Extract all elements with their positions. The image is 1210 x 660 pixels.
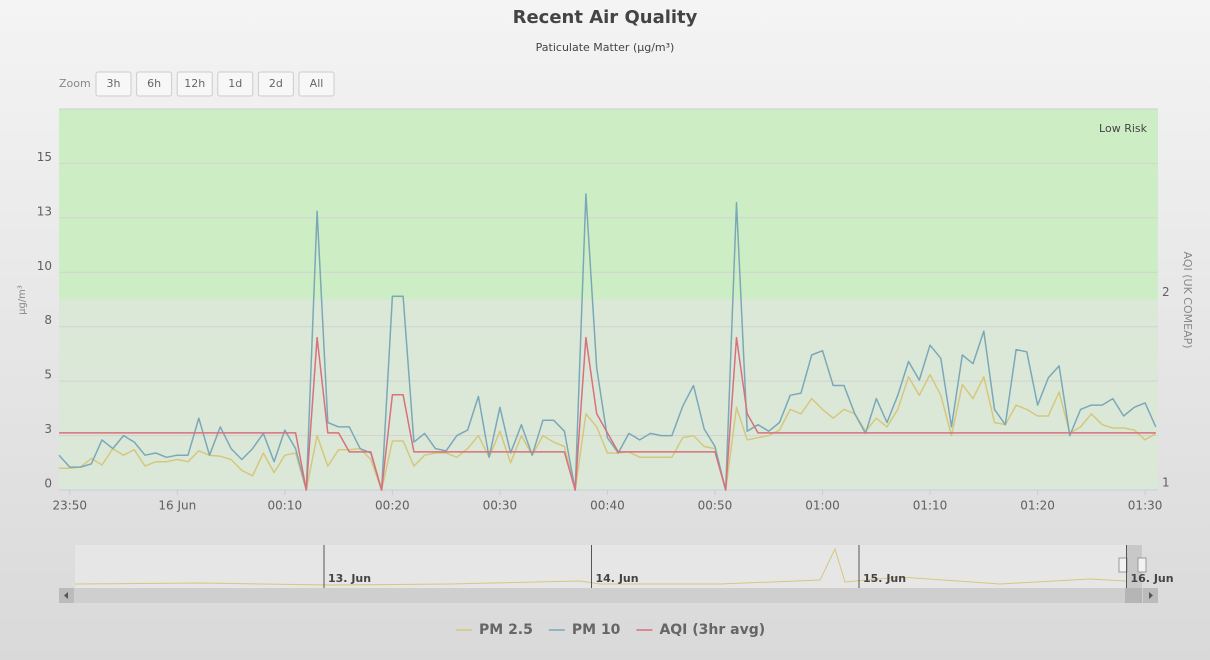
y-tick-label: 0 <box>44 477 52 491</box>
y-tick-label: 13 <box>37 204 52 218</box>
button-label: 3h <box>107 77 121 90</box>
y-axis-title: µg/m³ <box>17 285 28 315</box>
series-line <box>59 336 1156 491</box>
navigator-label: 14. Jun <box>596 572 639 585</box>
navigator-line <box>74 547 1143 586</box>
zoom-button[interactable]: 3h <box>95 71 132 97</box>
y-tick-label: 8 <box>44 313 52 327</box>
button-label: All <box>310 77 324 90</box>
y2-axis-title: AQI (UK COMEAP) <box>1181 251 1194 348</box>
legend-item[interactable]: PM 10 <box>548 622 621 638</box>
button-box <box>257 71 294 97</box>
navigator-label: 13. Jun <box>328 572 371 585</box>
zoom-button[interactable]: 6h <box>136 71 173 97</box>
zoom-label: Zoom <box>59 77 91 90</box>
x-tick-label: 23:50 <box>52 499 87 513</box>
y-tick-label: 10 <box>37 259 52 273</box>
scroll-thumb[interactable] <box>1125 588 1142 603</box>
x-tick-label: 00:10 <box>268 499 303 513</box>
chart-title: Recent Air Quality <box>513 7 698 28</box>
scrollbar[interactable] <box>59 588 1158 603</box>
x-tick-label: 00:40 <box>590 499 625 513</box>
button-label: 1d <box>228 77 242 90</box>
button-box <box>136 71 173 97</box>
y-tick-label: 5 <box>44 368 52 382</box>
button-label: 6h <box>147 77 161 90</box>
legend-label: PM 10 <box>572 622 621 638</box>
navigator-selection[interactable] <box>1126 545 1142 588</box>
navigator-handle[interactable] <box>1118 557 1128 573</box>
series-line <box>59 373 1157 491</box>
zoom-button[interactable]: 12h <box>176 71 213 97</box>
button-box <box>217 71 254 97</box>
x-tick-label: 00:20 <box>375 499 410 513</box>
button-box <box>176 71 213 97</box>
x-tick-label: 01:30 <box>1128 499 1163 513</box>
y-tick-label: 15 <box>37 150 52 164</box>
arrow-icon <box>64 592 68 599</box>
series-line <box>58 193 1157 491</box>
navigator-label: 15. Jun <box>863 572 906 585</box>
button-box <box>298 71 335 97</box>
x-tick-label: 16 Jun <box>158 499 196 513</box>
x-tick-label: 01:00 <box>805 499 840 513</box>
chart-subtitle: Paticulate Matter (µg/m³) <box>536 41 675 54</box>
button-label: 12h <box>184 77 205 90</box>
arrow-icon <box>1149 592 1153 599</box>
button-label: 2d <box>269 77 283 90</box>
x-tick-label: 00:50 <box>698 499 733 513</box>
legend-label: AQI (3hr avg) <box>659 622 765 638</box>
zoom-button[interactable]: 1d <box>217 71 254 97</box>
zoom-button[interactable]: All <box>298 71 335 97</box>
y2-tick-label: 2 <box>1162 285 1170 299</box>
button-box <box>95 71 132 97</box>
legend-item[interactable]: PM 2.5 <box>456 622 533 638</box>
legend-item[interactable]: AQI (3hr avg) <box>636 622 765 638</box>
x-tick-label: 01:10 <box>913 499 948 513</box>
y-tick-label: 3 <box>44 422 52 436</box>
navigator-label: 16. Jun <box>1131 572 1174 585</box>
zoom-button[interactable]: 2d <box>257 71 294 97</box>
plot-band-label: Low Risk <box>1099 122 1148 135</box>
navigator-handle[interactable] <box>1137 557 1147 573</box>
x-tick-label: 00:30 <box>483 499 518 513</box>
navigator-area <box>75 545 1142 588</box>
y2-tick-label: 1 <box>1162 476 1170 490</box>
x-tick-label: 01:20 <box>1020 499 1055 513</box>
plot-band <box>59 109 1158 300</box>
legend-label: PM 2.5 <box>479 622 533 638</box>
